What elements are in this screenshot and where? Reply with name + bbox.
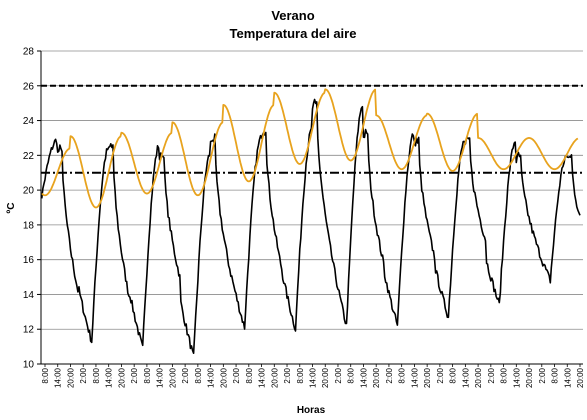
xtick-label: 8:00 (92, 367, 101, 383)
xtick-label: 8:00 (245, 367, 254, 383)
xtick-label: 2:00 (232, 367, 241, 383)
xtick-label: 2:00 (538, 367, 547, 383)
xtick-label: 14:00 (207, 367, 216, 388)
xtick-label: 2:00 (334, 367, 343, 383)
xtick-label: 2:00 (181, 367, 190, 383)
xtick-label: 20:00 (525, 367, 534, 388)
xtick-label: 8:00 (449, 367, 458, 383)
x-tick-labels: 8:00 14:00 20:00 2:00 8:00 14:00 20:00 2:00 8:00… (41, 364, 585, 388)
y-tick-labels: 10 12 14 16 18 20 22 24 26 28 (23, 47, 35, 371)
x-axis-label: Horas (297, 405, 326, 416)
xtick-label: 8:00 (551, 367, 560, 383)
xtick-label: 20:00 (372, 367, 381, 388)
reference-lines (41, 84, 583, 174)
ytick-label-26: 26 (23, 81, 35, 92)
ytick-label-12: 12 (23, 325, 35, 336)
series-line-indoor (41, 88, 579, 209)
axes (40, 51, 583, 365)
xtick-label: 14:00 (258, 367, 267, 388)
series-line-outdoor (41, 98, 581, 355)
xtick-label: 8:00 (398, 367, 407, 383)
xtick-label: 2:00 (130, 367, 139, 383)
xtick-label: 8:00 (500, 367, 509, 383)
ytick-label-10: 10 (23, 360, 35, 371)
ytick-label-20: 20 (23, 186, 35, 197)
xtick-label: 2:00 (79, 367, 88, 383)
chart-subtitle: Temperatura del aire (230, 26, 357, 41)
xtick-label: 2:00 (436, 367, 445, 383)
xtick-label: 8:00 (143, 367, 152, 383)
xtick-label: 8:00 (296, 367, 305, 383)
xtick-label: 20:00 (66, 367, 75, 388)
xtick-label: 20:00 (423, 367, 432, 388)
xtick-label: 20:00 (474, 367, 483, 388)
ytick-label-16: 16 (23, 255, 35, 266)
xtick-label: 14:00 (563, 367, 572, 388)
xtick-label: 8:00 (194, 367, 203, 383)
xtick-label: 14:00 (54, 367, 63, 388)
xtick-label: 20:00 (219, 367, 228, 388)
xtick-label: 14:00 (156, 367, 165, 388)
chart-title: Verano (271, 8, 314, 23)
y-axis-label: ºC (6, 203, 17, 214)
xtick-label: 8:00 (41, 367, 50, 383)
ytick-label-22: 22 (23, 151, 35, 162)
xtick-label: 8:00 (347, 367, 356, 383)
xtick-label: 14:00 (309, 367, 318, 388)
xtick-label: 14:00 (105, 367, 114, 388)
gridlines (37, 50, 583, 365)
xtick-label: 14:00 (410, 367, 419, 388)
xtick-label: 20:00 (168, 367, 177, 388)
ytick-label-24: 24 (23, 116, 35, 127)
ytick-label-18: 18 (23, 220, 35, 231)
ytick-label-14: 14 (23, 290, 35, 301)
xtick-label: 2:00 (487, 367, 496, 383)
xtick-label: 20:00 (270, 367, 279, 388)
xtick-label: 14:00 (512, 367, 521, 388)
series-layer (41, 88, 581, 355)
xtick-label: 20:00 (321, 367, 330, 388)
xtick-label: 2:00 (385, 367, 394, 383)
xtick-label: 14:00 (461, 367, 470, 388)
xtick-label: 20:00 (576, 367, 585, 388)
xtick-label: 14:00 (359, 367, 368, 388)
xtick-label: 20:00 (117, 367, 126, 388)
ytick-label-28: 28 (23, 47, 35, 58)
xtick-label: 2:00 (283, 367, 292, 383)
